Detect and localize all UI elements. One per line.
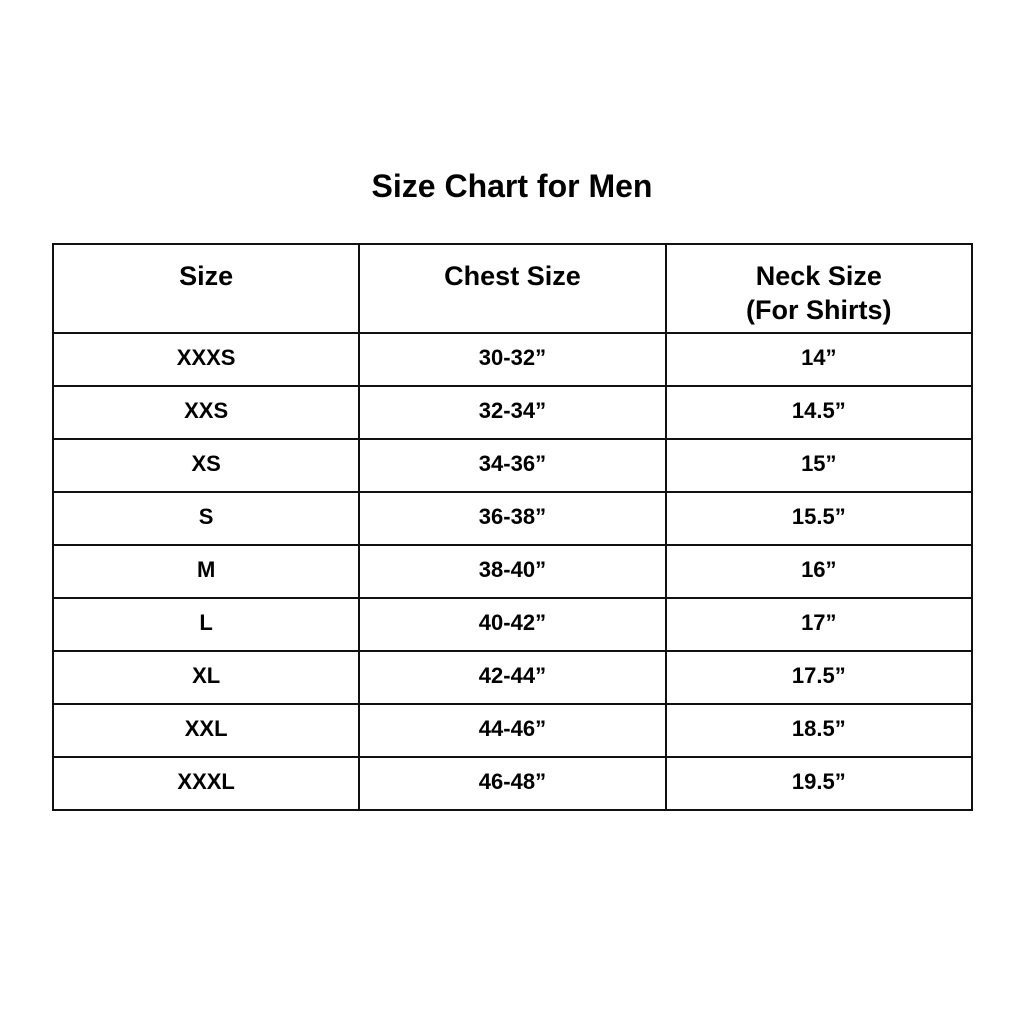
cell-size: XXXL (51, 756, 361, 811)
cell-neck: 19.5” (664, 756, 974, 811)
table-row: XXXL 46-48” 19.5” (51, 756, 974, 811)
cell-neck: 16” (664, 544, 974, 599)
cell-chest: 40-42” (358, 597, 667, 652)
cell-size: L (51, 597, 361, 652)
header-size: Size (51, 243, 361, 334)
cell-size: S (51, 491, 361, 546)
header-row: Size Chest Size Neck Size (For Shirts) (51, 243, 974, 334)
header-neck-label: Neck Size (755, 261, 882, 291)
cell-neck: 15.5” (664, 491, 974, 546)
cell-chest: 46-48” (358, 756, 667, 811)
cell-neck: 15” (664, 438, 974, 493)
header-neck-size: Neck Size (For Shirts) (664, 243, 974, 334)
cell-size: M (51, 544, 361, 599)
cell-neck: 17.5” (664, 650, 974, 705)
cell-size: XXL (51, 703, 361, 758)
cell-neck: 17” (664, 597, 974, 652)
cell-chest: 36-38” (358, 491, 667, 546)
page-title: Size Chart for Men (371, 168, 653, 204)
table-row: XS 34-36” 15” (51, 438, 974, 493)
header-neck-note: (For Shirts) (746, 295, 892, 325)
table-row: L 40-42” 17” (51, 597, 974, 652)
table-row: M 38-40” 16” (51, 544, 974, 599)
table-row: XXXS 30-32” 14” (51, 332, 974, 387)
cell-chest: 34-36” (358, 438, 667, 493)
cell-chest: 38-40” (358, 544, 667, 599)
table-row: S 36-38” 15.5” (51, 491, 974, 546)
cell-size: XL (51, 650, 361, 705)
cell-size: XS (51, 438, 361, 493)
table-row: XXS 32-34” 14.5” (51, 385, 974, 440)
cell-chest: 42-44” (358, 650, 667, 705)
cell-neck: 14.5” (664, 385, 974, 440)
cell-chest: 44-46” (358, 703, 667, 758)
table-row: XXL 44-46” 18.5” (51, 703, 974, 758)
cell-chest: 32-34” (358, 385, 667, 440)
cell-neck: 14” (664, 332, 974, 387)
table-row: XL 42-44” 17.5” (51, 650, 974, 705)
size-chart-table: Size Chest Size Neck Size (For Shirts) X… (51, 243, 974, 811)
cell-size: XXS (51, 385, 361, 440)
header-chest-size: Chest Size (358, 243, 667, 334)
cell-size: XXXS (51, 332, 361, 387)
cell-chest: 30-32” (358, 332, 667, 387)
cell-neck: 18.5” (664, 703, 974, 758)
